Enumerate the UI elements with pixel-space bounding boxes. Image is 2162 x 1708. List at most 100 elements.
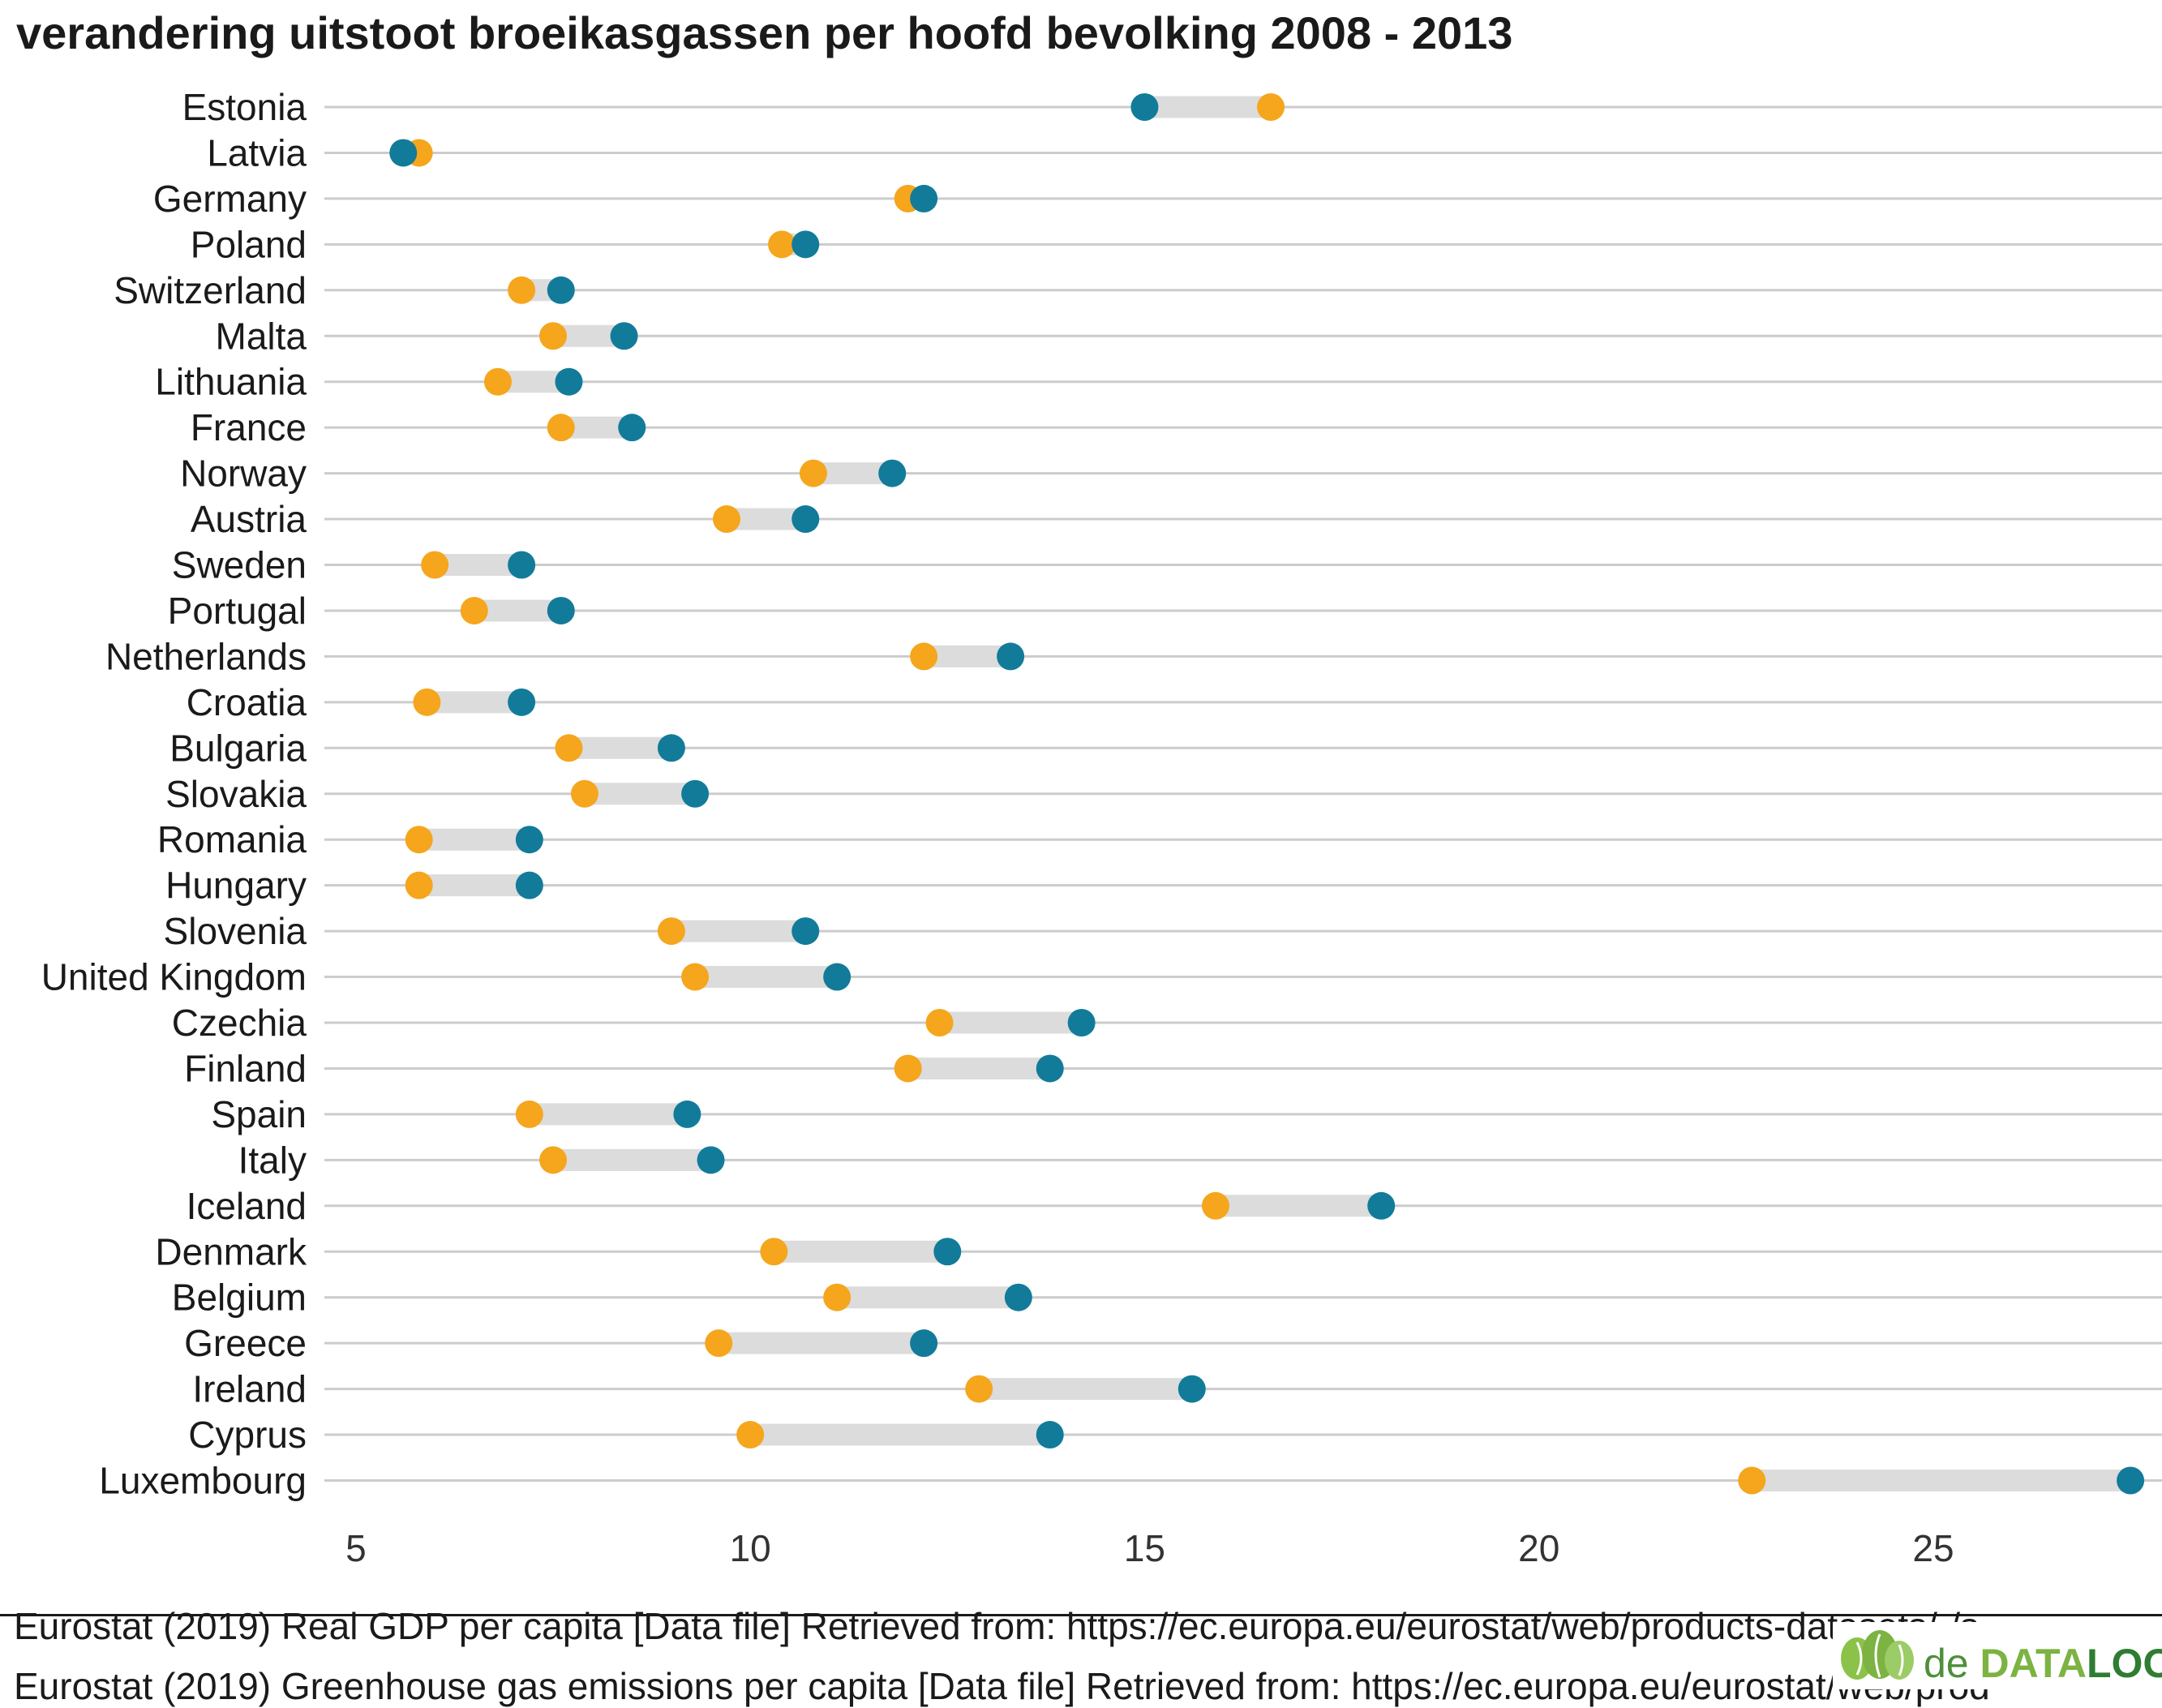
y-label-malta: Malta [216, 315, 307, 357]
point-end-sweden [508, 551, 536, 579]
y-label-luxembourg: Luxembourg [99, 1460, 307, 1502]
point-start-italy [539, 1146, 568, 1174]
y-label-norway: Norway [180, 453, 307, 495]
y-label-bulgaria: Bulgaria [169, 727, 307, 769]
point-start-croatia [413, 688, 441, 716]
point-end-netherlands [997, 642, 1025, 671]
y-label-lithuania: Lithuania [155, 361, 307, 403]
point-start-portugal [460, 596, 488, 624]
logo-prefix: de [1924, 1641, 1980, 1686]
y-label-cyprus: Cyprus [188, 1414, 307, 1456]
x-tick-15: 15 [1124, 1527, 1165, 1569]
y-label-austria: Austria [191, 498, 307, 540]
y-label-sweden: Sweden [172, 544, 307, 586]
point-end-france [618, 414, 646, 442]
point-end-belgium [1004, 1283, 1032, 1311]
point-start-cyprus [736, 1421, 765, 1449]
chart-title: verandering uitstoot broeikasgassen per … [16, 7, 1513, 58]
y-label-italy: Italy [238, 1139, 307, 1181]
point-start-france [547, 414, 575, 442]
point-start-lithuania [483, 367, 512, 396]
point-start-poland [768, 230, 796, 259]
y-label-iceland: Iceland [187, 1185, 307, 1227]
point-start-united-kingdom [681, 963, 710, 991]
point-end-malta [610, 322, 638, 350]
brain-icon [1841, 1630, 1914, 1680]
y-label-slovakia: Slovakia [165, 773, 307, 815]
x-tick-10: 10 [730, 1527, 771, 1569]
y-label-spain: Spain [211, 1093, 307, 1135]
point-end-austria [791, 505, 820, 534]
point-start-czechia [925, 1009, 954, 1036]
x-tick-20: 20 [1518, 1527, 1559, 1569]
point-end-united-kingdom [823, 963, 852, 991]
point-end-slovenia [791, 917, 820, 946]
point-start-hungary [405, 871, 433, 899]
point-end-croatia [508, 688, 536, 716]
y-label-switzerland: Switzerland [114, 269, 307, 311]
point-start-norway [799, 459, 827, 487]
point-end-estonia [1130, 93, 1159, 121]
y-label-finland: Finland [184, 1047, 307, 1089]
point-start-sweden [421, 551, 449, 579]
point-start-finland [894, 1054, 922, 1083]
point-end-lithuania [555, 367, 583, 396]
point-end-bulgaria [657, 734, 685, 762]
point-start-romania [405, 826, 433, 854]
gridlines [324, 105, 2162, 1482]
dumbbell-chart: EstoniaLatviaGermanyPolandSwitzerlandMal… [41, 86, 2162, 1569]
logo-wordmark: de DATALOOG [1924, 1640, 2162, 1687]
point-start-iceland [1201, 1191, 1229, 1220]
dataloog-logo: de DATALOOG [1833, 1622, 2162, 1689]
source-caption-emissions: Eurostat (2019) Greenhouse gas emissions… [14, 1665, 1990, 1707]
source-caption-gdp: Eurostat (2019) Real GDP per capita [Dat… [14, 1605, 1980, 1647]
x-tick-25: 25 [1912, 1527, 1954, 1569]
y-axis-labels: EstoniaLatviaGermanyPolandSwitzerlandMal… [41, 86, 307, 1502]
point-end-poland [791, 230, 820, 259]
point-start-spain [515, 1100, 543, 1128]
point-start-denmark [760, 1238, 788, 1266]
point-end-norway [878, 459, 907, 487]
point-end-greece [910, 1329, 938, 1358]
point-start-belgium [823, 1283, 852, 1311]
point-start-netherlands [910, 642, 938, 671]
logo-brand-loog: LOOG [2086, 1641, 2162, 1686]
point-end-finland [1036, 1054, 1064, 1083]
point-end-luxembourg [2117, 1466, 2145, 1495]
y-label-czechia: Czechia [172, 1002, 307, 1044]
point-end-hungary [515, 871, 543, 899]
point-start-slovakia [570, 779, 598, 808]
y-label-denmark: Denmark [155, 1230, 307, 1272]
y-label-hungary: Hungary [165, 865, 307, 907]
point-end-iceland [1367, 1191, 1396, 1220]
point-end-ireland [1178, 1375, 1206, 1403]
y-label-slovenia: Slovenia [164, 910, 307, 952]
y-label-croatia: Croatia [187, 681, 307, 723]
point-end-germany [910, 184, 938, 212]
point-end-czechia [1067, 1009, 1096, 1036]
point-start-bulgaria [555, 734, 583, 762]
point-start-luxembourg [1738, 1466, 1766, 1495]
point-start-switzerland [508, 276, 536, 304]
logo-brand-data: DATA [1980, 1641, 2087, 1686]
point-end-switzerland [547, 276, 575, 304]
point-end-italy [697, 1146, 725, 1174]
point-start-malta [539, 322, 568, 350]
y-label-romania: Romania [157, 818, 307, 860]
point-end-spain [673, 1100, 701, 1128]
point-end-latvia [389, 139, 418, 167]
point-end-slovakia [681, 779, 710, 808]
data-points [389, 93, 2145, 1495]
x-axis-ticks: 5 10 15 20 25 [345, 1527, 1954, 1569]
y-label-belgium: Belgium [172, 1277, 307, 1319]
y-label-greece: Greece [184, 1322, 307, 1364]
y-label-estonia: Estonia [182, 86, 307, 128]
point-end-denmark [933, 1238, 962, 1266]
point-start-slovenia [657, 917, 685, 946]
point-start-austria [712, 505, 740, 534]
point-end-romania [515, 826, 543, 854]
point-start-estonia [1257, 93, 1285, 121]
y-label-france: France [191, 406, 307, 448]
y-label-germany: Germany [153, 178, 307, 220]
point-start-greece [705, 1329, 733, 1358]
